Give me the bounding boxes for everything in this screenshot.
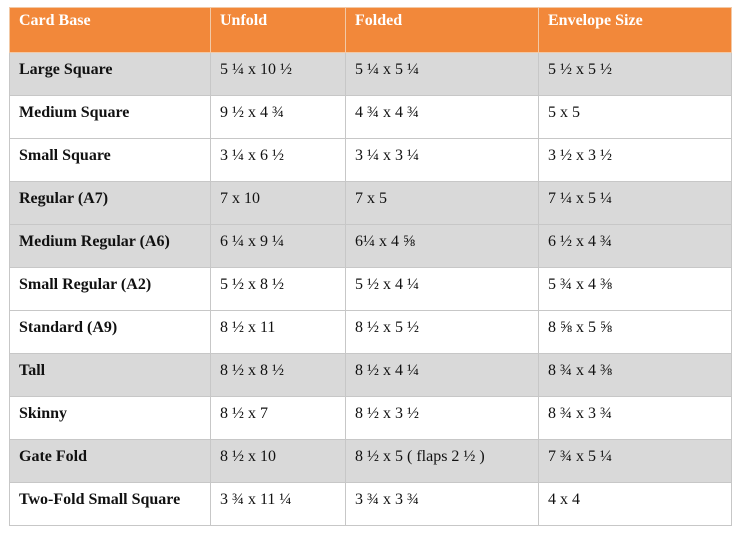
folded-cell: 4 ¾ x 4 ¾ xyxy=(345,95,539,139)
unfold-cell: 5 ¼ x 10 ½ xyxy=(210,52,346,96)
table-header: Card Base Unfold Folded Envelope Size xyxy=(9,7,732,53)
card-size-table: Card Base Unfold Folded Envelope Size La… xyxy=(9,7,732,526)
card-base-cell: Two-Fold Small Square xyxy=(9,482,211,526)
folded-cell: 3 ¼ x 3 ¼ xyxy=(345,138,539,182)
card-base-cell: Medium Regular (A6) xyxy=(9,224,211,268)
envelope-cell: 8 ¾ x 4 ⅜ xyxy=(538,353,732,397)
card-base-cell: Gate Fold xyxy=(9,439,211,483)
unfold-cell: 8 ½ x 7 xyxy=(210,396,346,440)
unfold-cell: 3 ¼ x 6 ½ xyxy=(210,138,346,182)
envelope-cell: 5 x 5 xyxy=(538,95,732,139)
unfold-cell: 7 x 10 xyxy=(210,181,346,225)
table-row: Regular (A7) 7 x 10 7 x 5 7 ¼ x 5 ¼ xyxy=(9,181,732,225)
table-row: Large Square 5 ¼ x 10 ½ 5 ¼ x 5 ¼ 5 ½ x … xyxy=(9,52,732,96)
table-row: Two-Fold Small Square 3 ¾ x 11 ¼ 3 ¾ x 3… xyxy=(9,482,732,526)
folded-cell: 8 ½ x 5 ½ xyxy=(345,310,539,354)
envelope-cell: 7 ¼ x 5 ¼ xyxy=(538,181,732,225)
envelope-cell: 5 ½ x 5 ½ xyxy=(538,52,732,96)
table-row: Skinny 8 ½ x 7 8 ½ x 3 ½ 8 ¾ x 3 ¾ xyxy=(9,396,732,440)
header-folded: Folded xyxy=(345,7,539,53)
unfold-cell: 6 ¼ x 9 ¼ xyxy=(210,224,346,268)
folded-cell: 3 ¾ x 3 ¾ xyxy=(345,482,539,526)
envelope-cell: 7 ¾ x 5 ¼ xyxy=(538,439,732,483)
folded-cell: 7 x 5 xyxy=(345,181,539,225)
card-base-cell: Small Regular (A2) xyxy=(9,267,211,311)
table-row: Gate Fold 8 ½ x 10 8 ½ x 5 ( flaps 2 ½ )… xyxy=(9,439,732,483)
header-card-base: Card Base xyxy=(9,7,211,53)
table-row: Medium Regular (A6) 6 ¼ x 9 ¼ 6¼ x 4 ⅝ 6… xyxy=(9,224,732,268)
table-row: Tall 8 ½ x 8 ½ 8 ½ x 4 ¼ 8 ¾ x 4 ⅜ xyxy=(9,353,732,397)
table-body: Large Square 5 ¼ x 10 ½ 5 ¼ x 5 ¼ 5 ½ x … xyxy=(9,52,732,526)
envelope-cell: 5 ¾ x 4 ⅜ xyxy=(538,267,732,311)
card-base-cell: Small Square xyxy=(9,138,211,182)
card-base-cell: Skinny xyxy=(9,396,211,440)
unfold-cell: 3 ¾ x 11 ¼ xyxy=(210,482,346,526)
envelope-cell: 8 ¾ x 3 ¾ xyxy=(538,396,732,440)
card-base-cell: Standard (A9) xyxy=(9,310,211,354)
table-row: Medium Square 9 ½ x 4 ¾ 4 ¾ x 4 ¾ 5 x 5 xyxy=(9,95,732,139)
folded-cell: 6¼ x 4 ⅝ xyxy=(345,224,539,268)
unfold-cell: 8 ½ x 11 xyxy=(210,310,346,354)
unfold-cell: 8 ½ x 10 xyxy=(210,439,346,483)
header-envelope-size: Envelope Size xyxy=(538,7,732,53)
card-base-cell: Large Square xyxy=(9,52,211,96)
envelope-cell: 4 x 4 xyxy=(538,482,732,526)
envelope-cell: 8 ⅝ x 5 ⅝ xyxy=(538,310,732,354)
card-base-cell: Tall xyxy=(9,353,211,397)
folded-cell: 8 ½ x 5 ( flaps 2 ½ ) xyxy=(345,439,539,483)
card-base-cell: Regular (A7) xyxy=(9,181,211,225)
card-base-cell: Medium Square xyxy=(9,95,211,139)
unfold-cell: 8 ½ x 8 ½ xyxy=(210,353,346,397)
folded-cell: 8 ½ x 3 ½ xyxy=(345,396,539,440)
unfold-cell: 9 ½ x 4 ¾ xyxy=(210,95,346,139)
table-row: Small Regular (A2) 5 ½ x 8 ½ 5 ½ x 4 ¼ 5… xyxy=(9,267,732,311)
envelope-cell: 6 ½ x 4 ¾ xyxy=(538,224,732,268)
folded-cell: 5 ½ x 4 ¼ xyxy=(345,267,539,311)
card-size-table-container: Card Base Unfold Folded Envelope Size La… xyxy=(9,7,732,526)
folded-cell: 8 ½ x 4 ¼ xyxy=(345,353,539,397)
header-unfold: Unfold xyxy=(210,7,346,53)
table-row: Small Square 3 ¼ x 6 ½ 3 ¼ x 3 ¼ 3 ½ x 3… xyxy=(9,138,732,182)
unfold-cell: 5 ½ x 8 ½ xyxy=(210,267,346,311)
table-row: Standard (A9) 8 ½ x 11 8 ½ x 5 ½ 8 ⅝ x 5… xyxy=(9,310,732,354)
header-row: Card Base Unfold Folded Envelope Size xyxy=(9,7,732,53)
folded-cell: 5 ¼ x 5 ¼ xyxy=(345,52,539,96)
envelope-cell: 3 ½ x 3 ½ xyxy=(538,138,732,182)
